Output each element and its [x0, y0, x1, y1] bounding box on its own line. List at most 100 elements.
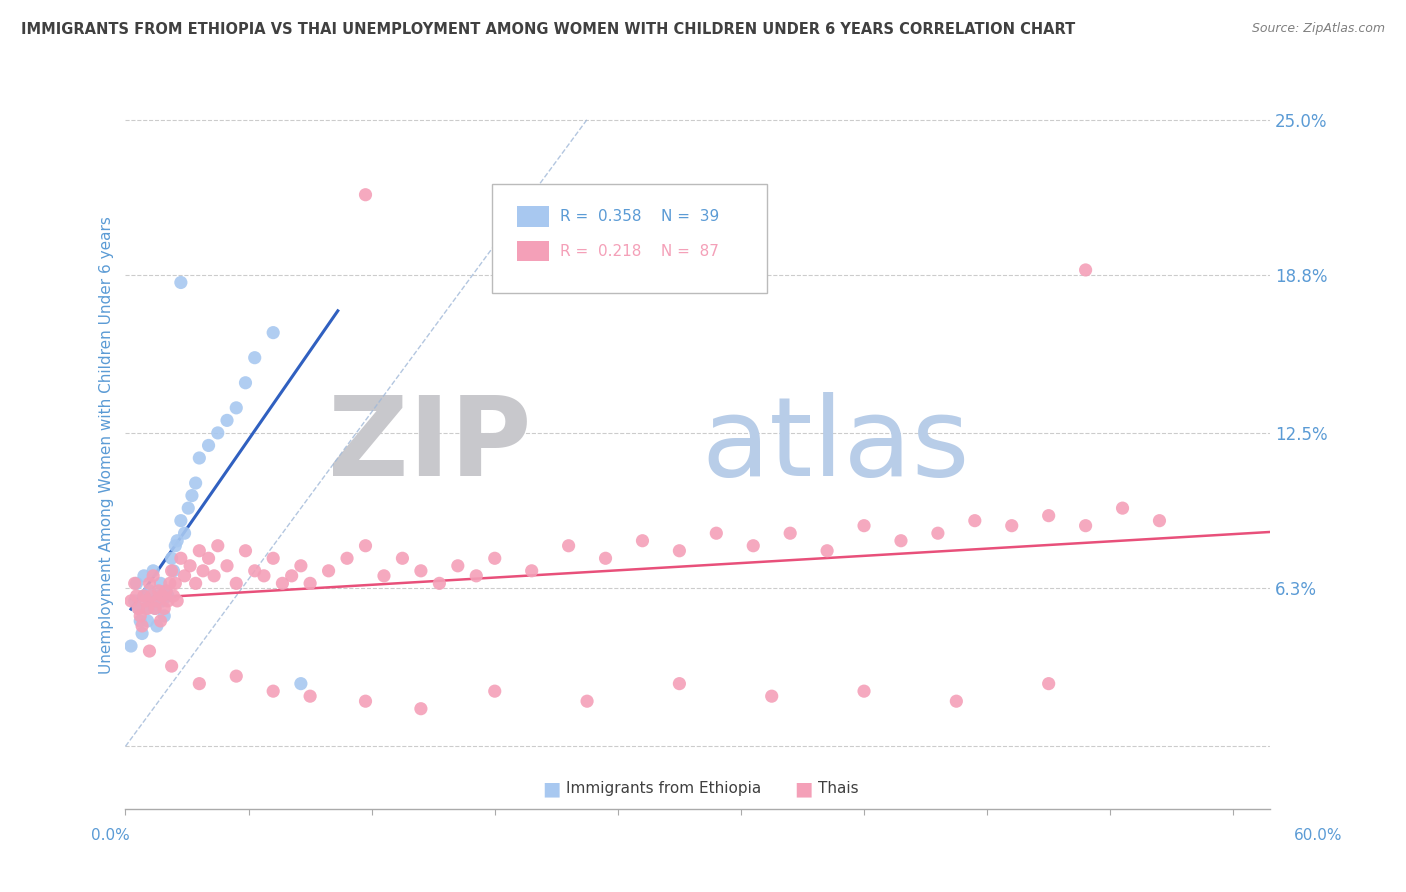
Point: [484, 684, 506, 698]
Point: [143, 601, 166, 615]
Point: [138, 576, 160, 591]
Point: [215, 413, 238, 427]
Text: ZIP: ZIP: [329, 392, 531, 499]
Point: [156, 594, 179, 608]
Point: [484, 551, 506, 566]
Text: R =  0.218    N =  87: R = 0.218 N = 87: [561, 244, 720, 259]
Point: [160, 564, 183, 578]
Point: [135, 601, 157, 615]
Text: 0.0%: 0.0%: [91, 828, 131, 843]
Point: [149, 576, 172, 591]
Point: [153, 601, 176, 615]
Point: [170, 276, 193, 290]
Point: [207, 425, 229, 440]
Point: [631, 533, 654, 548]
Point: [136, 614, 159, 628]
Point: [125, 589, 148, 603]
Point: [299, 689, 322, 703]
Point: [215, 558, 238, 573]
Point: [142, 564, 165, 578]
Point: [299, 576, 322, 591]
Point: [336, 551, 359, 566]
Point: [815, 543, 838, 558]
Point: [890, 533, 912, 548]
Point: [142, 569, 165, 583]
Point: [225, 669, 247, 683]
Point: [1111, 501, 1133, 516]
Point: [761, 689, 783, 703]
Point: [153, 609, 176, 624]
Point: [520, 564, 543, 578]
Point: [318, 564, 340, 578]
Point: [132, 589, 155, 603]
Point: [779, 526, 801, 541]
Point: [290, 558, 312, 573]
Point: [354, 694, 377, 708]
Point: [160, 551, 183, 566]
Point: [853, 684, 876, 698]
Point: [146, 619, 169, 633]
Point: [146, 594, 169, 608]
Point: [177, 501, 200, 516]
Point: [927, 526, 949, 541]
Point: [155, 583, 177, 598]
Point: [173, 569, 195, 583]
Point: [271, 576, 294, 591]
Text: Source: ZipAtlas.com: Source: ZipAtlas.com: [1251, 22, 1385, 36]
Point: [704, 526, 727, 541]
Point: [243, 351, 266, 365]
Point: [595, 551, 617, 566]
Point: [1149, 514, 1171, 528]
Point: [668, 543, 690, 558]
Point: [1001, 518, 1024, 533]
Point: [132, 569, 155, 583]
Point: [1038, 508, 1060, 523]
FancyBboxPatch shape: [492, 184, 766, 293]
Text: atlas: atlas: [702, 392, 970, 499]
Point: [165, 539, 187, 553]
Point: [262, 684, 284, 698]
Point: [409, 702, 432, 716]
Text: ■: ■: [543, 779, 561, 798]
Point: [156, 589, 179, 603]
Point: [262, 551, 284, 566]
Point: [188, 450, 211, 465]
Point: [138, 583, 160, 598]
Point: [149, 614, 172, 628]
Point: [262, 326, 284, 340]
Point: [225, 401, 247, 415]
Text: R =  0.358    N =  39: R = 0.358 N = 39: [561, 209, 720, 224]
Point: [191, 564, 214, 578]
Point: [557, 539, 579, 553]
Point: [280, 569, 302, 583]
Point: [170, 551, 193, 566]
Point: [120, 639, 142, 653]
Point: [124, 594, 146, 608]
Point: [184, 576, 207, 591]
Point: [354, 187, 377, 202]
Point: [188, 676, 211, 690]
Point: [143, 601, 166, 615]
Point: [132, 589, 155, 603]
Point: [148, 589, 170, 603]
Point: [202, 569, 225, 583]
Point: [155, 583, 177, 598]
Point: [1074, 518, 1097, 533]
Point: [129, 614, 152, 628]
Point: [141, 589, 163, 603]
Point: [127, 601, 149, 615]
Point: [188, 543, 211, 558]
Point: [141, 594, 163, 608]
Point: [173, 526, 195, 541]
Point: [125, 576, 148, 591]
Point: [235, 376, 257, 390]
Point: [225, 576, 247, 591]
Point: [243, 564, 266, 578]
Text: ■: ■: [794, 779, 813, 798]
Point: [235, 543, 257, 558]
Point: [160, 659, 183, 673]
Point: [165, 576, 187, 591]
Point: [447, 558, 470, 573]
Point: [1074, 263, 1097, 277]
Point: [166, 594, 188, 608]
